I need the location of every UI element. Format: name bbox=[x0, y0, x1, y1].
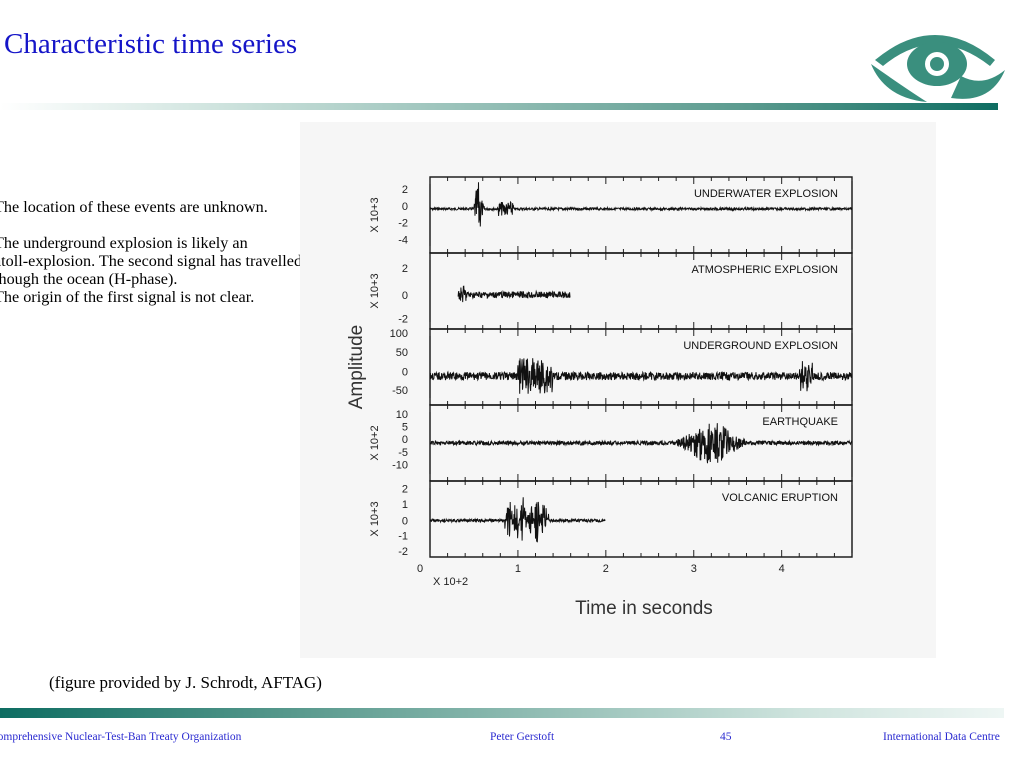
panel-y-tick-label: 0 bbox=[402, 516, 408, 528]
panel-event-label: ATMOSPHERIC EXPLOSION bbox=[692, 264, 839, 276]
seismogram-trace bbox=[429, 497, 606, 543]
panel-y-tick-label: -50 bbox=[392, 385, 408, 397]
bullet-item: The underground explosion is likely an a… bbox=[0, 234, 354, 306]
figure-background bbox=[300, 122, 936, 658]
panel-event-label: UNDERGROUND EXPLOSION bbox=[683, 340, 838, 352]
seismogram-figure: Amplitude Time in seconds X 10+2 UNDERWA… bbox=[346, 176, 853, 619]
figure-y-axis-label: Amplitude bbox=[346, 325, 367, 410]
panel-multiplier: X 10+3 bbox=[369, 501, 381, 536]
panel-y-tick-label: -2 bbox=[398, 313, 408, 325]
panel-y-tick-label: 0 bbox=[402, 434, 408, 446]
bullet-item: The location of these events are unknown… bbox=[0, 198, 354, 216]
bullet-line: The origin of the first signal is not cl… bbox=[0, 288, 255, 306]
panel-y-tick-label: 100 bbox=[390, 328, 408, 340]
x-tick-label: 2 bbox=[603, 563, 609, 575]
seismogram-panels: UNDERWATER EXPLOSION 2 0 -2 -4 X 10+3 ATMOSPHE… bbox=[369, 176, 853, 558]
panel-y-tick-label: 2 bbox=[402, 484, 408, 496]
figure-x-ticks: 0 1 2 3 4 bbox=[417, 563, 785, 575]
slide-title: Characteristic time series bbox=[4, 28, 298, 60]
x-tick-label: 1 bbox=[515, 563, 521, 575]
bullet-list: The location of these events are unknown… bbox=[0, 198, 354, 324]
bullet-line: The location of these events are unknown… bbox=[0, 198, 268, 216]
panel-y-tick-label: 2 bbox=[402, 263, 408, 275]
panel-y-tick-label: 10 bbox=[396, 409, 408, 421]
seismogram-trace bbox=[429, 182, 853, 227]
footer-organization: Comprehensive Nuclear-Test-Ban Treaty Or… bbox=[0, 731, 242, 743]
bullet-line: The underground explosion is likely an bbox=[0, 234, 248, 252]
panel-y-tick-label: -1 bbox=[398, 531, 408, 543]
panel-event-label: EARTHQUAKE bbox=[762, 416, 838, 428]
panel-y-tick-label: 0 bbox=[402, 290, 408, 302]
panel-y-tick-label: -10 bbox=[392, 459, 408, 471]
x-tick-label: 3 bbox=[691, 563, 697, 575]
panel-y-tick-label: 2 bbox=[402, 184, 408, 196]
panel-y-tick-label: -2 bbox=[398, 546, 408, 558]
x-tick-label: 4 bbox=[779, 563, 785, 575]
bullet-line: though the ocean (H-phase). bbox=[0, 270, 178, 288]
panel-y-tick-label: -2 bbox=[398, 218, 408, 230]
header-divider bbox=[0, 103, 998, 110]
panel-y-tick-label: 0 bbox=[402, 367, 408, 379]
panel-event-label: UNDERWATER EXPLOSION bbox=[694, 188, 838, 200]
figure-x-multiplier: X 10+2 bbox=[433, 576, 468, 588]
ctbto-eye-logo-icon bbox=[871, 35, 1005, 102]
panel-multiplier: X 10+3 bbox=[369, 197, 381, 232]
panel-y-tick-label: -4 bbox=[398, 234, 408, 246]
footer-centre: International Data Centre bbox=[883, 731, 1000, 743]
panel-y-tick-label: 5 bbox=[402, 421, 408, 433]
seismogram-trace bbox=[429, 423, 853, 464]
panel-y-tick-label: 50 bbox=[396, 347, 408, 359]
panel-multiplier: X 10+3 bbox=[369, 273, 381, 308]
panel-y-tick-label: 1 bbox=[402, 499, 408, 511]
panel-y-tick-label: -5 bbox=[398, 447, 408, 459]
panel-multiplier: X 10+2 bbox=[369, 425, 381, 460]
seismogram-trace bbox=[457, 285, 571, 303]
seismogram-trace bbox=[429, 358, 853, 394]
x-tick-label: 0 bbox=[417, 563, 423, 575]
footer-divider bbox=[0, 708, 1004, 718]
footer-page-number: 45 bbox=[720, 731, 732, 743]
panel-y-tick-label: 0 bbox=[402, 201, 408, 213]
bullet-line: atoll-explosion. The second signal has t… bbox=[0, 252, 303, 270]
panel-event-label: VOLCANIC ERUPTION bbox=[722, 492, 838, 504]
figure-x-axis-label: Time in seconds bbox=[575, 598, 713, 619]
figure-caption: (figure provided by J. Schrodt, AFTAG) bbox=[49, 673, 322, 692]
footer-author: Peter Gerstoft bbox=[490, 731, 555, 743]
